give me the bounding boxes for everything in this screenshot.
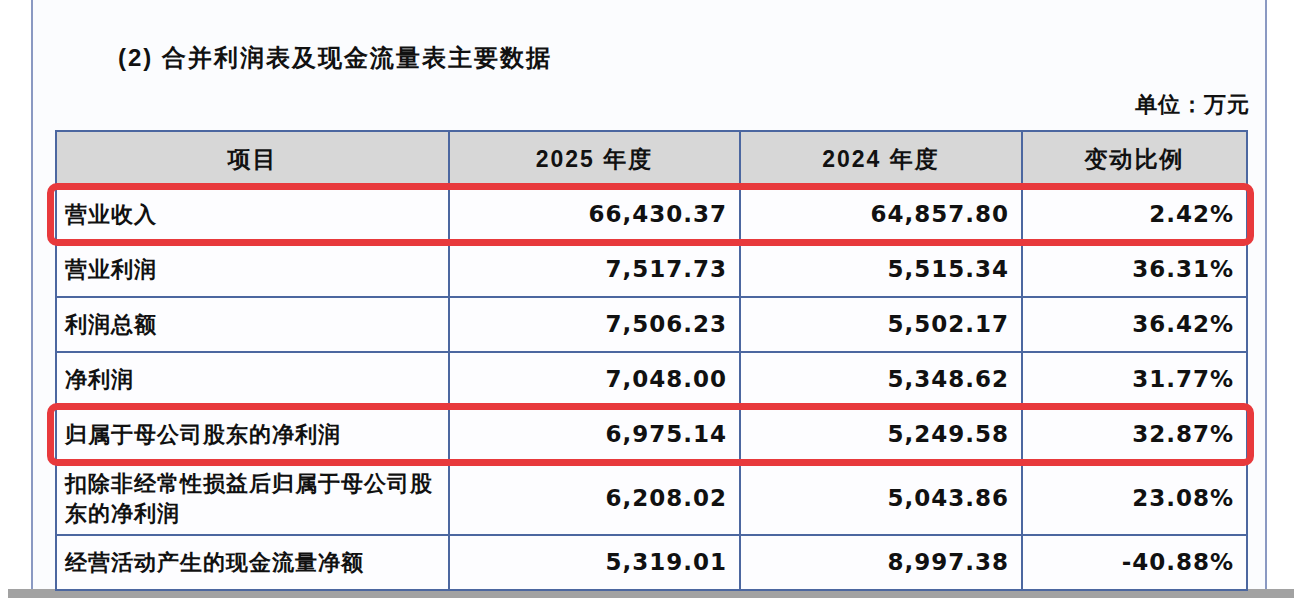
- row-change-pct: 32.87%: [1021, 408, 1246, 461]
- row-change-pct: 2.42%: [1021, 188, 1246, 241]
- row-change-pct: 36.42%: [1021, 298, 1246, 351]
- page-left-rule: [31, 0, 33, 590]
- row-label: 利润总额: [57, 298, 448, 351]
- table-body: 营业收入 66,430.37 64,857.80 2.42% 营业利润 7,51…: [57, 188, 1246, 589]
- row-change-pct: 31.77%: [1021, 353, 1246, 406]
- row-value-2025: 7,517.73: [448, 243, 739, 296]
- row-value-2024: 5,348.62: [739, 353, 1021, 406]
- row-value-2024: 5,515.34: [739, 243, 1021, 296]
- table-row: 净利润 7,048.00 5,348.62 31.77%: [57, 351, 1246, 406]
- row-label: 经营活动产生的现金流量净额: [57, 536, 448, 589]
- unit-label: 单位：万元: [1135, 90, 1250, 120]
- table-row: 经营活动产生的现金流量净额 5,319.01 8,997.38 -40.88%: [57, 534, 1246, 589]
- table-row: 利润总额 7,506.23 5,502.17 36.42%: [57, 296, 1246, 351]
- row-change-pct: 36.31%: [1021, 243, 1246, 296]
- row-value-2025: 7,506.23: [448, 298, 739, 351]
- row-value-2025: 7,048.00: [448, 353, 739, 406]
- row-change-pct: 23.08%: [1021, 463, 1246, 534]
- row-value-2024: 8,997.38: [739, 536, 1021, 589]
- row-value-2024: 5,043.86: [739, 463, 1021, 534]
- table-row: 营业利润 7,517.73 5,515.34 36.31%: [57, 241, 1246, 296]
- row-value-2025: 5,319.01: [448, 536, 739, 589]
- table-header-row: 项目 2025 年度 2024 年度 变动比例: [57, 132, 1246, 188]
- row-value-2025: 6,975.14: [448, 408, 739, 461]
- row-change-pct: -40.88%: [1021, 536, 1246, 589]
- row-value-2024: 64,857.80: [739, 188, 1021, 241]
- row-label: 净利润: [57, 353, 448, 406]
- table-row: 扣除非经常性损益后归属于母公司股东的净利润 6,208.02 5,043.86 …: [57, 461, 1246, 534]
- row-value-2025: 6,208.02: [448, 463, 739, 534]
- page-right-rule: [1265, 0, 1267, 590]
- table-row: 营业收入 66,430.37 64,857.80 2.42%: [57, 188, 1246, 241]
- row-label: 营业利润: [57, 243, 448, 296]
- table-row: 归属于母公司股东的净利润 6,975.14 5,249.58 32.87%: [57, 406, 1246, 461]
- header-item-column: 项目: [57, 132, 448, 188]
- financial-summary-table: 项目 2025 年度 2024 年度 变动比例 营业收入 66,430.37 6…: [55, 130, 1248, 591]
- row-value-2025: 66,430.37: [448, 188, 739, 241]
- header-2024-column: 2024 年度: [739, 132, 1021, 188]
- row-label: 扣除非经常性损益后归属于母公司股东的净利润: [57, 463, 448, 534]
- row-value-2024: 5,502.17: [739, 298, 1021, 351]
- row-value-2024: 5,249.58: [739, 408, 1021, 461]
- section-title: (2) 合并利润表及现金流量表主要数据: [118, 42, 552, 74]
- header-2025-column: 2025 年度: [448, 132, 739, 188]
- header-change-column: 变动比例: [1021, 132, 1246, 188]
- row-label: 营业收入: [57, 188, 448, 241]
- row-label: 归属于母公司股东的净利润: [57, 408, 448, 461]
